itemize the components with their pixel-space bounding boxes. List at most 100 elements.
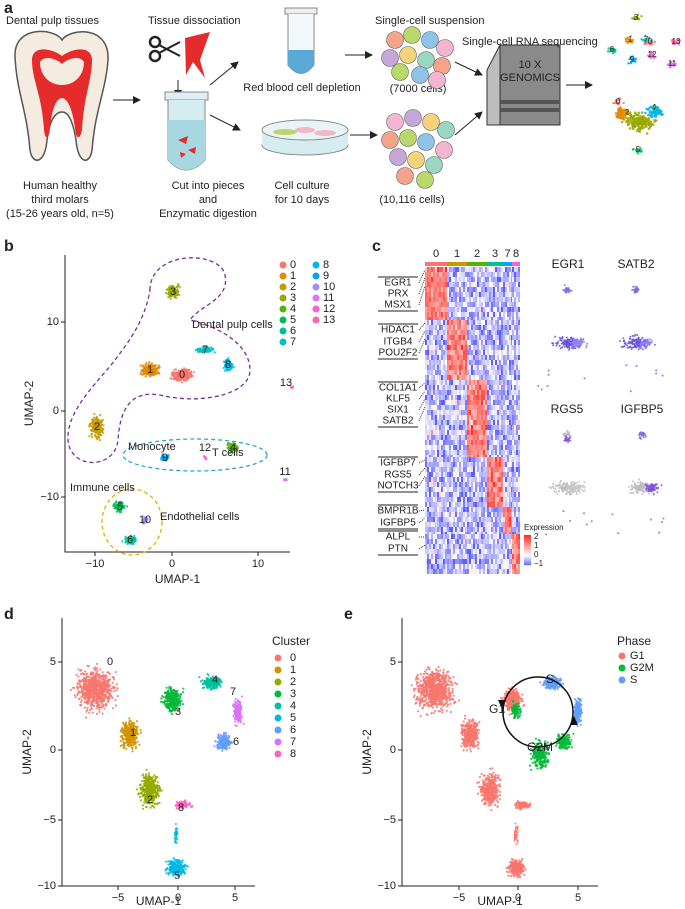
heatmap-cell [497,435,499,440]
cell-point [637,117,640,120]
heatmap-cell [447,539,449,544]
heatmap-cell [489,457,491,462]
heatmap-cell [465,410,467,415]
heatmap-cell [499,400,501,405]
heatmap-cell [503,512,505,517]
heatmap-cell [503,477,505,482]
heatmap-cell [467,457,469,462]
heatmap-cell [427,307,429,312]
heatmap-cell [503,272,505,277]
heatmap-cell [518,564,520,569]
heatmap-cell [467,569,469,574]
heatmap-cell [425,554,427,559]
heatmap-cell [512,312,514,317]
heatmap-cell [477,445,479,450]
heatmap-cell [514,517,516,522]
heatmap-cell [427,345,429,350]
heatmap-cell [475,440,477,445]
heatmap-cell [459,282,461,287]
heatmap-cell [463,477,465,482]
heatmap-cell [441,527,443,532]
cell-point [641,120,644,123]
heatmap-cell [501,477,503,482]
heatmap-cell [457,272,459,277]
heatmap-cell [451,355,453,360]
heatmap-cell [481,507,483,512]
heatmap-cell [514,430,516,435]
heatmap-cell [481,355,483,360]
heatmap-cell [467,420,469,425]
heatmap-cell [469,277,471,282]
heatmap-cell [485,420,487,425]
heatmap-cell [518,440,520,445]
heatmap-cell [435,292,437,297]
heatmap-cell [512,267,514,272]
heatmap-cell [477,355,479,360]
heatmap-cell [433,340,435,345]
heatmap-cell [493,512,495,517]
heatmap-cell [497,517,499,522]
cell-point [154,368,156,370]
heatmap-cell [485,554,487,559]
heatmap-cell [477,395,479,400]
heatmap-cell [443,507,445,512]
heatmap-cell [443,559,445,564]
heatmap-cell [501,282,503,287]
heatmap-cell [497,450,499,455]
heatmap-cell [469,345,471,350]
heatmap-cell [447,430,449,435]
cell-icon [392,64,409,81]
heatmap-cell [445,435,447,440]
heatmap-cell [507,312,509,317]
heatmap-cell [473,487,475,492]
heatmap-cell [499,554,501,559]
heatmap-cell [512,440,514,445]
heatmap-cell [507,477,509,482]
heatmap-cell [431,497,433,502]
heatmap-cell [443,482,445,487]
heatmap-cell [518,340,520,345]
heatmap-cell [431,527,433,532]
heatmap-cell [514,415,516,420]
heatmap-cell [475,512,477,517]
heatmap-cell [425,390,427,395]
heatmap-cell [443,544,445,549]
heatmap-cell [455,320,457,325]
heatmap-cell [499,522,501,527]
heatmap-cell [471,522,473,527]
heatmap-cell [507,462,509,467]
heatmap-cell [469,320,471,325]
heatmap-cell [499,277,501,282]
heatmap-cell [451,287,453,292]
heatmap-cell [453,477,455,482]
heatmap-cell [435,302,437,307]
heatmap-cell [495,320,497,325]
heatmap-cell [451,425,453,430]
heatmap-cell [514,482,516,487]
heatmap-cell [429,569,431,574]
heatmap-cell [483,302,485,307]
heatmap-cell [427,272,429,277]
heatmap-cell [431,267,433,272]
heatmap-cell [483,420,485,425]
heatmap-cell [431,277,433,282]
heatmap-cell [505,522,507,527]
heatmap-cell [485,539,487,544]
heatmap-cell [491,482,493,487]
heatmap-cell [483,355,485,360]
heatmap-cell [465,292,467,297]
heatmap-cell [512,445,514,450]
heatmap-cell [471,350,473,355]
heatmap-cell [495,440,497,445]
heatmap-cell [475,435,477,440]
heatmap-cell [518,450,520,455]
heatmap-cell [459,330,461,335]
heatmap-cell [455,267,457,272]
cell-point [624,111,627,114]
heatmap-cell [455,435,457,440]
heatmap-cell [455,544,457,549]
heatmap-cell [449,497,451,502]
step-title: Tissue dissociation [148,15,241,27]
heatmap-cell [455,512,457,517]
